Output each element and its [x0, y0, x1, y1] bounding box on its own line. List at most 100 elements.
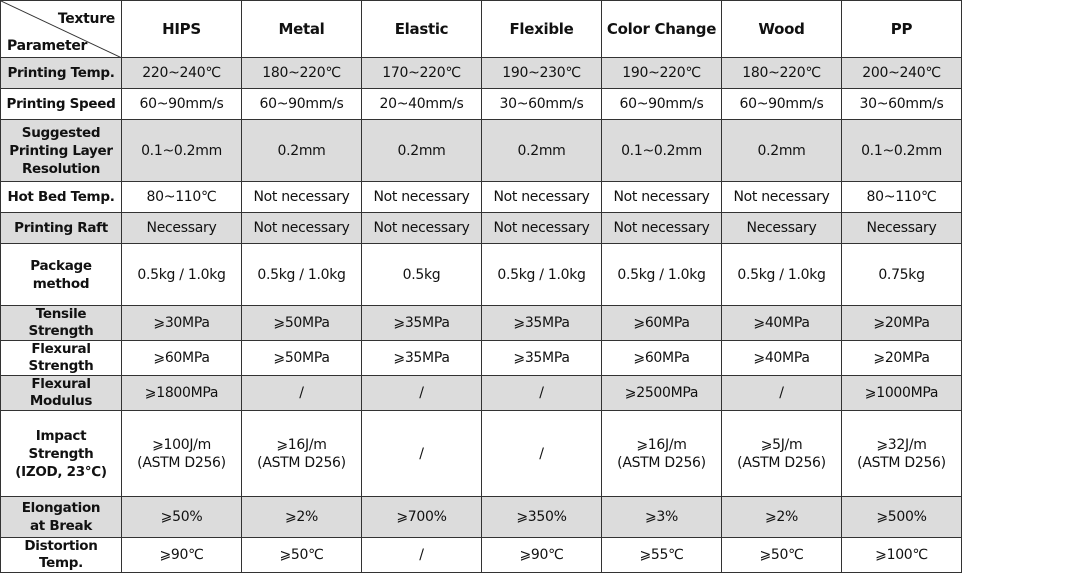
- table-cell: Not necessary: [721, 181, 842, 213]
- table-cell: ⩾35MPa: [481, 305, 602, 341]
- table-cell: ⩾16J/m (ASTM D256): [241, 410, 362, 497]
- cell-line: Resolution: [21, 160, 101, 177]
- table-cell: 30~60mm/s: [841, 88, 962, 120]
- table-cell: ⩾50℃: [721, 537, 842, 573]
- cell-line: Elongation: [21, 500, 101, 516]
- table-body: Printing Temp. 220~240℃ 180~220℃ 170~220℃ 19…: [0, 57, 962, 573]
- row-label: Hot Bed Temp.: [0, 181, 122, 213]
- corner-top: Texture: [57, 11, 115, 27]
- table-cell: ⩾350%: [481, 496, 602, 538]
- table-cell: ⩾20MPa: [841, 340, 962, 376]
- table-cell: Not necessary: [361, 181, 482, 213]
- column-header: Wood: [721, 0, 842, 58]
- row-label: Printing Raft: [0, 212, 122, 244]
- cell-line: (ASTM D256): [737, 454, 826, 471]
- table-cell: 0.5kg / 1.0kg: [481, 243, 602, 306]
- row-label: Printing Temp.: [0, 57, 122, 89]
- row-label: Flexural Strength: [0, 340, 122, 376]
- table-cell: /: [721, 375, 842, 411]
- row-label: Suggested Printing Layer Resolution: [0, 119, 122, 182]
- table-cell: Not necessary: [481, 181, 602, 213]
- row-label: Distortion Temp.: [0, 537, 122, 573]
- table-row: Impact Strength (IZOD, 23℃) ⩾100J/m (ASTM D…: [0, 410, 962, 497]
- table-cell: ⩾35MPa: [481, 340, 602, 376]
- table-cell: ⩾1800MPa: [121, 375, 242, 411]
- table-row: Suggested Printing Layer Resolution 0.1~0.2…: [0, 119, 962, 182]
- table-cell: ⩾50℃: [241, 537, 362, 573]
- column-header: PP: [841, 0, 962, 58]
- table-cell: Not necessary: [361, 212, 482, 244]
- table-cell: /: [361, 410, 482, 497]
- table-cell: 80~110℃: [841, 181, 962, 213]
- row-label: Package method: [0, 243, 122, 306]
- cell-line: ⩾5J/m: [760, 436, 803, 453]
- table-row: Flexural Strength ⩾60MPa ⩾50MPa ⩾35MPa ⩾35MP…: [0, 340, 962, 376]
- table-cell: /: [361, 537, 482, 573]
- table-cell: ⩾500%: [841, 496, 962, 538]
- table-cell: Necessary: [841, 212, 962, 244]
- cell-line: Impact Strength: [28, 427, 94, 462]
- column-header: Elastic: [361, 0, 482, 58]
- corner-bottom: Parameter: [7, 38, 88, 54]
- table-cell: Necessary: [121, 212, 242, 244]
- table-cell: 60~90mm/s: [121, 88, 242, 120]
- cell-line: ⩾16J/m: [636, 436, 687, 453]
- table-cell: /: [361, 375, 482, 411]
- table-row: Printing Speed 60~90mm/s 60~90mm/s 20~40mm/…: [0, 88, 962, 120]
- table-cell: ⩾2500MPa: [601, 375, 722, 411]
- table-cell: ⩾100℃: [841, 537, 962, 573]
- table-cell: 0.5kg / 1.0kg: [121, 243, 242, 306]
- cell-line: (ASTM D256): [617, 454, 706, 471]
- table-cell: ⩾30MPa: [121, 305, 242, 341]
- table-cell: /: [481, 375, 602, 411]
- cell-line: (IZOD, 23℃): [15, 463, 107, 480]
- row-label: Printing Speed: [0, 88, 122, 120]
- cell-line: Suggested: [21, 124, 101, 141]
- table-cell: Not necessary: [601, 212, 722, 244]
- table-cell: 170~220℃: [361, 57, 482, 89]
- table-cell: 0.2mm: [481, 119, 602, 182]
- table-cell: 0.2mm: [241, 119, 362, 182]
- table-cell: 80~110℃: [121, 181, 242, 213]
- cell-line: ⩾100J/m: [152, 436, 211, 453]
- table-cell: 190~230℃: [481, 57, 602, 89]
- table-cell: 60~90mm/s: [721, 88, 842, 120]
- table-cell: ⩾50%: [121, 496, 242, 538]
- table-cell: ⩾100J/m (ASTM D256): [121, 410, 242, 497]
- table-cell: 0.5kg / 1.0kg: [721, 243, 842, 306]
- table-cell: ⩾32J/m (ASTM D256): [841, 410, 962, 497]
- cell-line: method: [32, 275, 90, 292]
- cell-line: ⩾16J/m: [276, 436, 327, 453]
- table-cell: ⩾2%: [721, 496, 842, 538]
- table-cell: 190~220℃: [601, 57, 722, 89]
- table-cell: ⩾5J/m (ASTM D256): [721, 410, 842, 497]
- table-cell: 20~40mm/s: [361, 88, 482, 120]
- table-row: Distortion Temp. ⩾90℃ ⩾50℃ / ⩾90℃ ⩾55℃ ⩾50℃ ⩾10…: [0, 537, 962, 573]
- table-cell: 180~220℃: [241, 57, 362, 89]
- table-cell: ⩾35MPa: [361, 340, 482, 376]
- table-cell: ⩾40MPa: [721, 305, 842, 341]
- table-cell: 180~220℃: [721, 57, 842, 89]
- cell-line: (ASTM D256): [257, 454, 346, 471]
- table-row: Tensile Strength ⩾30MPa ⩾50MPa ⩾35MPa ⩾35MPa…: [0, 305, 962, 341]
- table-cell: ⩾60MPa: [601, 340, 722, 376]
- table-cell: ⩾50MPa: [241, 340, 362, 376]
- table-cell: 0.2mm: [721, 119, 842, 182]
- table-cell: 0.2mm: [361, 119, 482, 182]
- cell-line: (ASTM D256): [857, 454, 946, 471]
- table-cell: ⩾60MPa: [121, 340, 242, 376]
- cell-line: (ASTM D256): [137, 454, 226, 471]
- table-cell: ⩾60MPa: [601, 305, 722, 341]
- table-row: Elongation at Break ⩾50% ⩾2% ⩾700% ⩾350% ⩾3% ⩾2…: [0, 496, 962, 538]
- row-label: Elongation at Break: [0, 496, 122, 538]
- row-label: Flexural Modulus: [0, 375, 122, 411]
- table-cell: 60~90mm/s: [601, 88, 722, 120]
- table-cell: ⩾2%: [241, 496, 362, 538]
- table-cell: Necessary: [721, 212, 842, 244]
- table-cell: ⩾35MPa: [361, 305, 482, 341]
- corner-cell: Texture Parameter: [0, 0, 122, 58]
- page: {"table": { "corner": {"top": "Texture",…: [0, 0, 962, 573]
- table-cell: ⩾55℃: [601, 537, 722, 573]
- row-label: Tensile Strength: [0, 305, 122, 341]
- column-header: Flexible: [481, 0, 602, 58]
